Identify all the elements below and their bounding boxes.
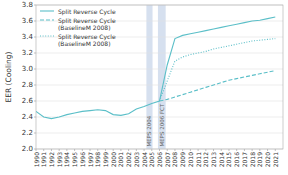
lines — [36, 17, 275, 119]
legend-label: Split Reverse Cycle(BaselineM 2008) — [58, 33, 116, 47]
x-tick-label: 2013 — [210, 152, 217, 167]
y-tick-label: 2.4 — [22, 113, 34, 121]
x-tick-label: 2011 — [195, 152, 202, 167]
x-tick-label: 2018 — [249, 152, 256, 167]
y-tick-label: 3.6 — [22, 17, 34, 25]
x-tick-label: 1994 — [63, 152, 70, 167]
legend-label-line: Split Reverse Cycle — [58, 8, 116, 16]
series-line — [160, 39, 276, 101]
x-tick-label: 2019 — [256, 152, 263, 167]
y-tick-label: 3.8 — [22, 1, 33, 9]
x-tick-label: 2005 — [148, 152, 155, 167]
legend-swatch — [40, 10, 54, 11]
grid-line — [36, 69, 283, 70]
x-tick-label: 2001 — [117, 152, 124, 167]
x-tick-label: 1995 — [71, 152, 78, 167]
x-tick-label: 2014 — [218, 152, 225, 167]
x-tick-label: 2000 — [110, 152, 117, 167]
series-line — [36, 17, 275, 119]
shade-label: MEPS 2004 — [146, 115, 152, 146]
x-tick-label: 2006 — [156, 152, 163, 167]
y-axis-label: EER (Cooling) — [4, 51, 13, 102]
x-tick-label: 2017 — [241, 152, 248, 167]
x-tick-label: 2012 — [202, 152, 209, 167]
legend-label-line: (BaselineM 2008) — [58, 40, 110, 47]
shade-label: MEPS 2006 FCT — [159, 103, 165, 147]
x-tick-label: 1991 — [40, 152, 47, 167]
grid-line — [36, 85, 283, 86]
legend-swatch — [40, 35, 54, 36]
x-tick-label: 2004 — [141, 152, 148, 167]
x-tick-label: 2002 — [125, 152, 132, 167]
x-tick-label: 2015 — [225, 152, 232, 167]
x-tick-label: 1999 — [102, 152, 109, 167]
legend-swatch — [40, 19, 54, 20]
legend-label: Split Reverse Cycle(BaselineM 2008) — [58, 17, 116, 31]
y-tick-label: 3.4 — [22, 33, 34, 41]
shade-region — [146, 5, 152, 149]
x-tick-label: 1997 — [87, 152, 94, 167]
x-tick-label: 2020 — [264, 152, 271, 167]
x-tick-label: 1998 — [94, 152, 101, 167]
x-tick-label: 2007 — [164, 152, 171, 167]
y-tick-label: 2.2 — [22, 129, 33, 137]
series-line — [160, 71, 276, 101]
x-tick-label: 2016 — [233, 152, 240, 167]
legend-label: Split Reverse Cycle — [58, 8, 116, 16]
x-tick-label: 1996 — [79, 152, 86, 167]
shades — [146, 5, 165, 149]
y-tick-label: 2.8 — [22, 81, 33, 89]
x-tick-label: 2009 — [179, 152, 186, 167]
legend-label-line: (BaselineM 2008) — [58, 24, 110, 31]
x-tick-label: 2010 — [187, 152, 194, 167]
y-tick-label: 2.0 — [22, 145, 33, 153]
x-tick-label: 1990 — [33, 152, 40, 167]
x-tick-label: 2008 — [171, 152, 178, 167]
y-tick-label: 3.2 — [22, 49, 33, 57]
y-tick-label: 2.6 — [22, 97, 34, 105]
y-tick-label: 3.0 — [22, 65, 33, 73]
legend: Split Reverse CycleSplit Reverse Cycle(B… — [40, 8, 116, 47]
x-tick-label: 2021 — [272, 152, 279, 167]
plot-frame — [36, 5, 283, 149]
chart: 2.02.22.42.62.83.03.23.43.63.81990199119… — [0, 0, 288, 175]
x-tick-label: 1993 — [56, 152, 63, 167]
grid-line — [36, 53, 283, 54]
x-tick-label: 2003 — [133, 152, 140, 167]
x-tick-label: 1992 — [48, 152, 55, 167]
grid — [34, 5, 283, 149]
